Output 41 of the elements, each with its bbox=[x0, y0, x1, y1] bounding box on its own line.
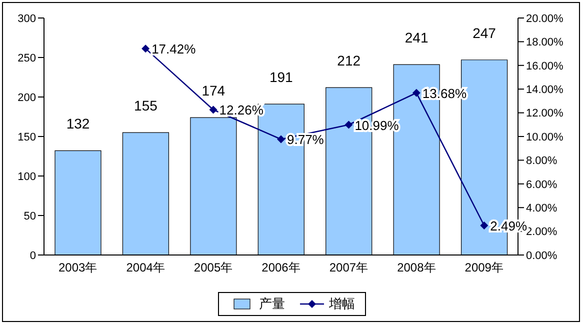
y2-tick-label: 0.00% bbox=[526, 250, 558, 262]
x-tick-label: 2009年 bbox=[464, 260, 504, 275]
x-tick-label: 2008年 bbox=[397, 260, 436, 275]
data-label: 212 bbox=[337, 52, 361, 69]
y-tick-label: 250 bbox=[18, 52, 36, 64]
data-label: 174 bbox=[202, 82, 226, 99]
point bbox=[344, 120, 353, 129]
y-tick-label: 100 bbox=[18, 170, 36, 183]
x-tick-label: 2004年 bbox=[126, 260, 165, 275]
y-tick-label: 150 bbox=[18, 131, 36, 144]
legend-label: 增幅 bbox=[329, 295, 355, 313]
y2-tick-label: 2.00% bbox=[526, 226, 558, 238]
data-label: 17.42% bbox=[152, 42, 196, 57]
y2-tick-label: 18.00% bbox=[526, 36, 564, 49]
point bbox=[142, 44, 150, 53]
y-tick-label: 200 bbox=[18, 92, 36, 104]
y2-tick-label: 8.00% bbox=[526, 155, 558, 168]
x-tick-label: 2006年 bbox=[262, 260, 300, 275]
y2-tick-label: 6.00% bbox=[526, 178, 558, 191]
data-label: 241 bbox=[404, 30, 428, 46]
point bbox=[480, 221, 488, 230]
data-label: 132 bbox=[66, 116, 90, 132]
x-tick-label: 2005年 bbox=[194, 260, 233, 275]
data-label: 247 bbox=[472, 24, 496, 41]
y2-tick-label: 16.00% bbox=[526, 60, 564, 72]
point bbox=[209, 106, 218, 114]
y-tick-label: 0 bbox=[30, 250, 36, 262]
y2-tick-label: 10.00% bbox=[526, 131, 564, 144]
x-tick-label: 2007年 bbox=[329, 260, 368, 275]
y2-tick-label: 20.00% bbox=[526, 12, 564, 25]
y2-tick-label: 12.00% bbox=[526, 108, 564, 120]
point bbox=[277, 135, 285, 144]
x-tick-label: 2003年 bbox=[58, 260, 98, 275]
y-tick-label: 50 bbox=[24, 210, 36, 222]
y2-tick-label: 14.00% bbox=[526, 84, 564, 96]
legend-label: 产量 bbox=[259, 295, 285, 313]
point bbox=[412, 88, 420, 97]
data-label: 191 bbox=[269, 69, 294, 86]
y2-tick-label: 4.00% bbox=[526, 202, 558, 215]
y-tick-label: 300 bbox=[18, 12, 36, 25]
data-label: 155 bbox=[134, 98, 158, 114]
